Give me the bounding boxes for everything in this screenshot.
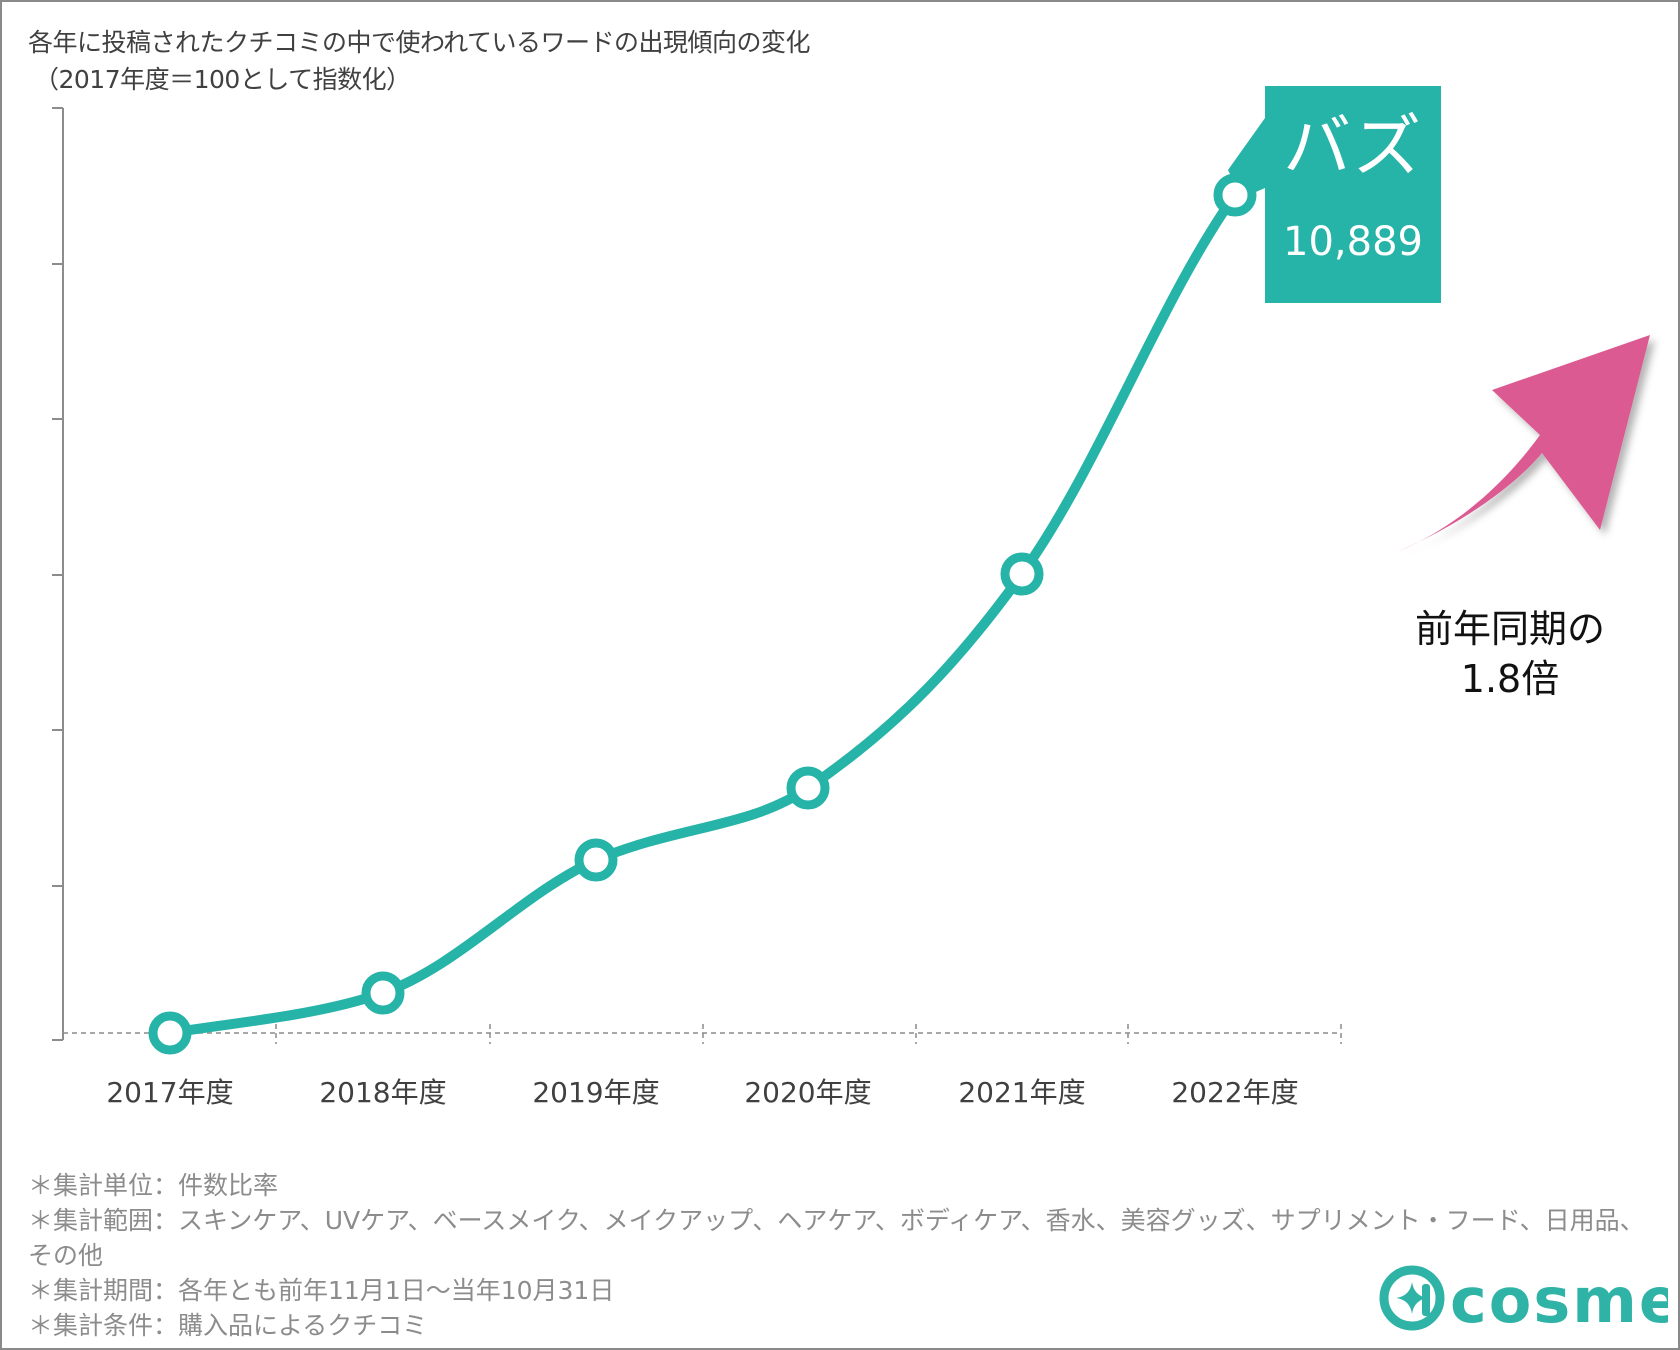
callout-value: 10,889 xyxy=(1283,219,1423,265)
marker-2018 xyxy=(361,971,405,1015)
x-label-2022: 2022年度 xyxy=(1171,1076,1299,1109)
chart-title: 各年に投稿されたクチコミの中で使われているワードの出現傾向の変化 （2017年度… xyxy=(28,24,811,98)
marker-2020 xyxy=(786,766,830,810)
yoy-annotation: 前年同期の 1.8倍 xyxy=(1370,604,1650,704)
marker-2019 xyxy=(574,838,618,882)
marker-2017 xyxy=(148,1011,192,1055)
x-label-2017: 2017年度 xyxy=(106,1076,234,1109)
series-line-buzz xyxy=(165,190,1240,1038)
cosme-logo: cosme xyxy=(1379,1264,1668,1332)
x-label-2019: 2019年度 xyxy=(532,1076,660,1109)
growth-arrow-icon xyxy=(1399,335,1650,551)
marker-2022 xyxy=(1213,173,1257,217)
series-markers xyxy=(148,173,1257,1055)
chart-title-line2: （2017年度＝100として指数化） xyxy=(34,65,411,94)
x-label-2020: 2020年度 xyxy=(744,1076,872,1109)
callout-word: バズ xyxy=(1282,108,1423,187)
footnote-period: ＊集計期間：各年とも前年11月1日～当年10月31日 xyxy=(28,1276,615,1305)
logo-text: cosme xyxy=(1450,1264,1668,1332)
footnote-condition: ＊集計条件：購入品によるクチコミ xyxy=(28,1311,428,1340)
x-label-2021: 2021年度 xyxy=(958,1076,1086,1109)
x-label-2018: 2018年度 xyxy=(319,1076,447,1109)
footnotes: ＊集計単位：件数比率 ＊集計範囲：スキンケア、UVケア、ベースメイク、メイクアッ… xyxy=(28,1168,1658,1343)
footnote-scope: ＊集計範囲：スキンケア、UVケア、ベースメイク、メイクアップ、ヘアケア、ボディケ… xyxy=(28,1206,1645,1270)
x-axis xyxy=(63,1024,1342,1044)
chart-title-line1: 各年に投稿されたクチコミの中で使われているワードの出現傾向の変化 xyxy=(28,28,811,57)
marker-2021 xyxy=(1000,552,1044,596)
yoy-line2: 1.8倍 xyxy=(1460,657,1560,701)
footnote-unit: ＊集計単位：件数比率 xyxy=(28,1171,279,1200)
at-sign-icon xyxy=(1379,1265,1445,1331)
value-callout: バズ 10,889 xyxy=(1265,86,1441,303)
y-axis xyxy=(52,107,64,1041)
yoy-line1: 前年同期の xyxy=(1414,607,1605,651)
